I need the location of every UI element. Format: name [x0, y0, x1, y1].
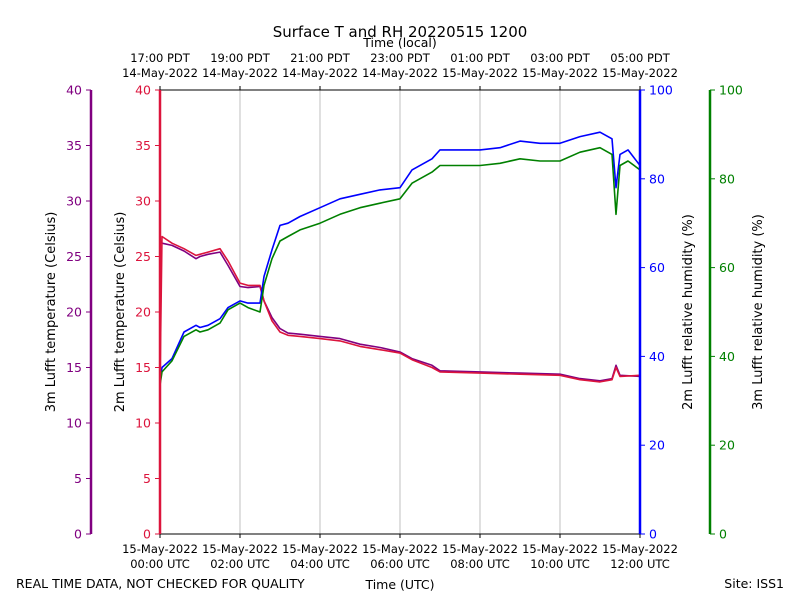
x-tick-local-date: 15-May-2022 — [522, 66, 598, 80]
x-tick-time: 04:00 UTC — [290, 557, 350, 571]
y-tick-label: 0 — [74, 527, 82, 542]
x-tick-local-time: 03:00 PDT — [530, 51, 591, 65]
y-tick-label: 20 — [649, 438, 665, 453]
x-tick-date: 15-May-2022 — [362, 542, 438, 556]
x-tick-local-time: 19:00 PDT — [210, 51, 271, 65]
y-tick-label: 20 — [135, 305, 151, 320]
x-tick-time: 00:00 UTC — [130, 557, 190, 571]
series-line-rh-3m — [159, 146, 641, 386]
y-tick-label: 100 — [719, 83, 743, 98]
y-tick-label: 60 — [649, 260, 665, 275]
x-tick-local-date: 14-May-2022 — [122, 66, 198, 80]
axis-label-rh-3m: 3m Lufft relative humidity (%) — [751, 214, 766, 410]
y-tick-label: 80 — [649, 171, 665, 186]
series-line-rh-2m — [159, 131, 641, 381]
series-line-temp-3m — [159, 239, 641, 382]
y-tick-label: 10 — [66, 416, 82, 431]
y-tick-label: 0 — [143, 527, 151, 542]
x-tick-time: 12:00 UTC — [610, 557, 670, 571]
x-tick-local-date: 15-May-2022 — [602, 66, 678, 80]
grid-lines — [239, 90, 561, 534]
chart-title: Surface T and RH 20220515 1200 — [273, 23, 528, 41]
y-tick-label: 100 — [649, 83, 673, 98]
x-tick-date: 15-May-2022 — [522, 542, 598, 556]
x-tick-local-date: 15-May-2022 — [442, 66, 518, 80]
x-tick-local-time: 05:00 PDT — [610, 51, 671, 65]
y-tick-label: 80 — [719, 171, 735, 186]
x-tick-time: 02:00 UTC — [210, 557, 270, 571]
axis-label-temp-2m: 2m Lufft temperature (Celsius) — [113, 212, 128, 413]
x-tick-local-date: 14-May-2022 — [362, 66, 438, 80]
y-tick-label: 10 — [135, 416, 151, 431]
site-label: Site: ISS1 — [724, 576, 784, 591]
axis-rh-3m: 3m Lufft relative humidity (%) 0 20 40 60 80… — [708, 83, 766, 542]
x-tick-local-date: 14-May-2022 — [282, 66, 358, 80]
y-tick-label: 30 — [66, 194, 82, 209]
y-tick-label: 15 — [66, 360, 82, 375]
y-tick-label: 40 — [66, 83, 82, 98]
axis-temp-3m: 3m Lufft temperature (Celsius) 0 5 10 15 20 2… — [44, 83, 93, 542]
y-tick-label: 5 — [143, 471, 151, 486]
x-tick-local-time: 23:00 PDT — [370, 51, 431, 65]
y-tick-label: 20 — [719, 438, 735, 453]
y-tick-label: 20 — [66, 305, 82, 320]
x-tick-date: 15-May-2022 — [282, 542, 358, 556]
y-tick-label: 30 — [135, 194, 151, 209]
quality-note: REAL TIME DATA, NOT CHECKED FOR QUALITY — [16, 576, 305, 591]
x-tick-date: 15-May-2022 — [442, 542, 518, 556]
x-tick-time: 08:00 UTC — [450, 557, 510, 571]
x-tick-local-time: 17:00 PDT — [130, 51, 191, 65]
y-tick-label: 0 — [649, 527, 657, 542]
x-tick-date: 15-May-2022 — [122, 542, 198, 556]
y-tick-label: 25 — [135, 249, 151, 264]
axis-temp-2m: 2m Lufft temperature (Celsius) 0 5 10 15 20 2… — [113, 83, 162, 542]
x-tick-time: 06:00 UTC — [370, 557, 430, 571]
y-tick-label: 35 — [135, 138, 151, 153]
x-tick-date: 15-May-2022 — [202, 542, 278, 556]
x-tick-local-time: 01:00 PDT — [450, 51, 511, 65]
y-tick-label: 40 — [135, 83, 151, 98]
y-tick-label: 35 — [66, 138, 82, 153]
y-tick-label: 40 — [649, 349, 665, 364]
y-tick-label: 60 — [719, 260, 735, 275]
x-axis-label: Time (UTC) — [364, 577, 434, 592]
top-axis-label: Time (local) — [362, 35, 436, 50]
axis-label-rh-2m: 2m Lufft relative humidity (%) — [681, 214, 696, 410]
y-tick-label: 15 — [135, 360, 151, 375]
series-lines — [159, 131, 641, 386]
axis-label-temp-3m: 3m Lufft temperature (Celsius) — [44, 212, 59, 413]
axis-rh-2m: 2m Lufft relative humidity (%) 0 20 40 60 80… — [638, 83, 696, 542]
x-tick-local-date: 14-May-2022 — [202, 66, 278, 80]
y-tick-label: 5 — [74, 471, 82, 486]
x-tick-local-time: 21:00 PDT — [290, 51, 351, 65]
y-tick-label: 0 — [719, 527, 727, 542]
y-tick-label: 40 — [719, 349, 735, 364]
x-tick-date: 15-May-2022 — [602, 542, 678, 556]
x-tick-time: 10:00 UTC — [530, 557, 590, 571]
series-line-temp-2m — [159, 235, 641, 385]
y-tick-label: 25 — [66, 249, 82, 264]
